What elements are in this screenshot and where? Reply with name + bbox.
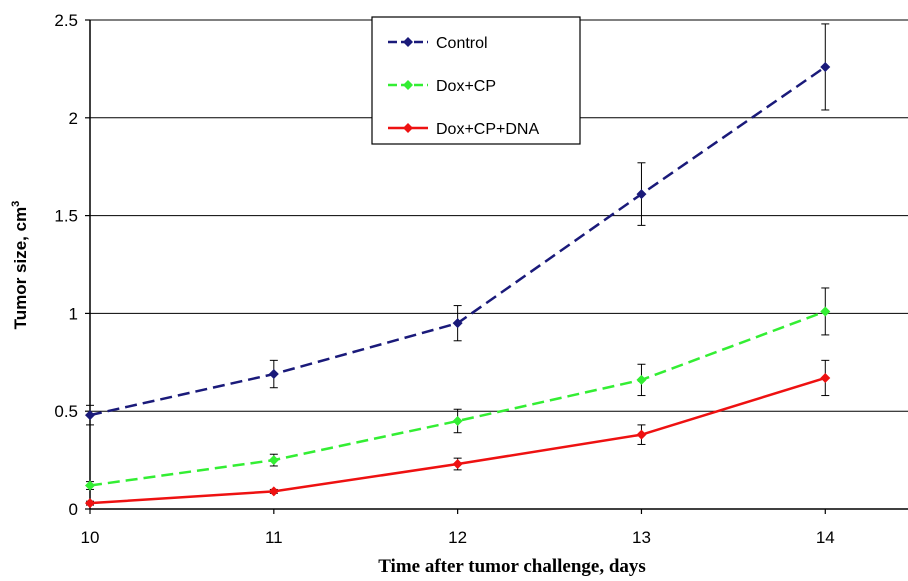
y-tick-label: 0.5: [54, 402, 78, 421]
x-tick-labels: 10 11 12 13 14: [81, 509, 835, 547]
data-point: [452, 415, 463, 426]
x-tick-label: 14: [816, 528, 835, 547]
legend-label: Control: [436, 35, 488, 52]
x-tick-label: 13: [632, 528, 651, 547]
legend-entry: Control: [388, 35, 488, 52]
y-axis-title-superscript: 3: [10, 201, 22, 207]
data-point: [85, 498, 95, 509]
data-point: [85, 480, 95, 491]
y-tick-label: 1.5: [54, 207, 78, 226]
legend-box: [371, 16, 581, 145]
data-point: [85, 410, 95, 421]
y-tick-labels: 0 0.5 1 1.5 2 2.5: [54, 11, 90, 519]
series-control: [85, 23, 831, 426]
y-tick-label: 2.5: [54, 11, 78, 30]
series-dox-cp: [85, 287, 831, 491]
legend-entry: Dox+CP+DNA: [388, 121, 539, 138]
legend-label: Dox+CP: [436, 78, 496, 95]
data-point: [636, 374, 647, 385]
y-tick-label: 2: [69, 109, 78, 128]
legend-label: Dox+CP+DNA: [436, 121, 539, 138]
x-tick-label: 10: [81, 528, 100, 547]
x-tick-label: 12: [448, 528, 467, 547]
data-point: [452, 459, 463, 470]
x-tick-label: 11: [265, 528, 283, 547]
data-point: [268, 455, 279, 466]
x-axis-title: Time after tumor challenge, days: [378, 556, 646, 577]
series-layer: [85, 23, 831, 509]
y-axis-title: Tumor size, cm3: [10, 201, 30, 330]
data-point: [268, 486, 279, 497]
axes: [89, 20, 908, 510]
y-axis-title-main: Tumor size, cm: [11, 207, 30, 330]
data-point: [268, 369, 279, 380]
legend-swatch-marker: [403, 80, 413, 90]
series-dox-cp-dna: [85, 359, 831, 509]
data-point: [820, 61, 831, 72]
data-point: [820, 372, 831, 383]
y-tick-label: 1: [69, 304, 78, 323]
data-point: [820, 306, 831, 317]
legend-swatch-marker: [403, 37, 413, 47]
series-line: [89, 376, 826, 505]
data-point: [452, 318, 463, 329]
y-tick-label: 0: [69, 500, 78, 519]
legend: Control Dox+CP Dox+CP+DNA: [371, 16, 581, 145]
legend-entry: Dox+CP: [388, 78, 496, 95]
legend-swatch-marker: [403, 123, 413, 133]
data-point: [636, 189, 647, 200]
data-point: [636, 429, 647, 440]
